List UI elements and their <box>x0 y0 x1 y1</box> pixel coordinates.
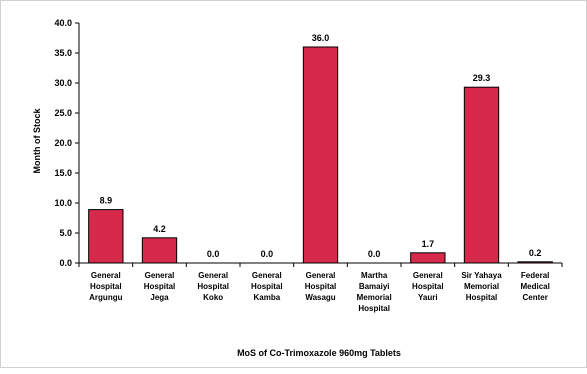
y-tick-label: 25.0 <box>54 108 72 118</box>
data-label: 0.0 <box>207 249 220 259</box>
x-category-label: General Hospital Argungu <box>89 271 122 302</box>
x-category-label: General Hospital Yauri <box>412 271 444 302</box>
bar <box>88 209 124 264</box>
y-tick-label: 0.0 <box>59 258 72 268</box>
x-category-label: Martha Bamaiyi Memorial Hospital <box>357 271 392 313</box>
data-label: 1.7 <box>422 239 435 249</box>
bar <box>410 252 446 264</box>
data-label: 36.0 <box>312 33 330 43</box>
y-tick-label: 35.0 <box>54 48 72 58</box>
x-category-label: General Hospital Koko <box>197 271 229 302</box>
data-label: 0.0 <box>261 249 274 259</box>
x-axis-title: MoS of Co-Trimoxazole 960mg Tablets <box>237 348 401 358</box>
x-category-label: General Hospital Kamba <box>251 271 283 302</box>
data-label: 0.2 <box>529 248 542 258</box>
data-label: 29.3 <box>473 73 491 83</box>
bar <box>463 86 500 264</box>
y-tick-label: 30.0 <box>54 78 72 88</box>
data-label: 0.0 <box>368 249 381 259</box>
bar <box>141 237 178 264</box>
bar <box>517 261 553 264</box>
y-tick-label: 5.0 <box>59 228 72 238</box>
chart-labels: 8.9 General Hospital Argungu 4.2 General Hospi… <box>89 33 550 313</box>
x-category-label: Sir Yahaya Memorial Hospital <box>461 271 502 302</box>
x-category-label: General Hospital Jega <box>144 271 176 302</box>
y-axis-title: Month of Stock <box>32 108 42 174</box>
data-label: 8.9 <box>100 196 113 206</box>
data-label: 4.2 <box>153 224 166 234</box>
y-tick-label: 10.0 <box>54 198 72 208</box>
y-tick-label: 40.0 <box>54 18 72 28</box>
bar <box>302 46 339 264</box>
chart-bars <box>88 46 553 264</box>
x-category-label: General Hospital Wasagu <box>305 271 337 302</box>
y-tick-label: 20.0 <box>54 138 72 148</box>
x-category-label: Federal Medical Center <box>520 271 549 302</box>
y-tick-label: 15.0 <box>54 168 72 178</box>
